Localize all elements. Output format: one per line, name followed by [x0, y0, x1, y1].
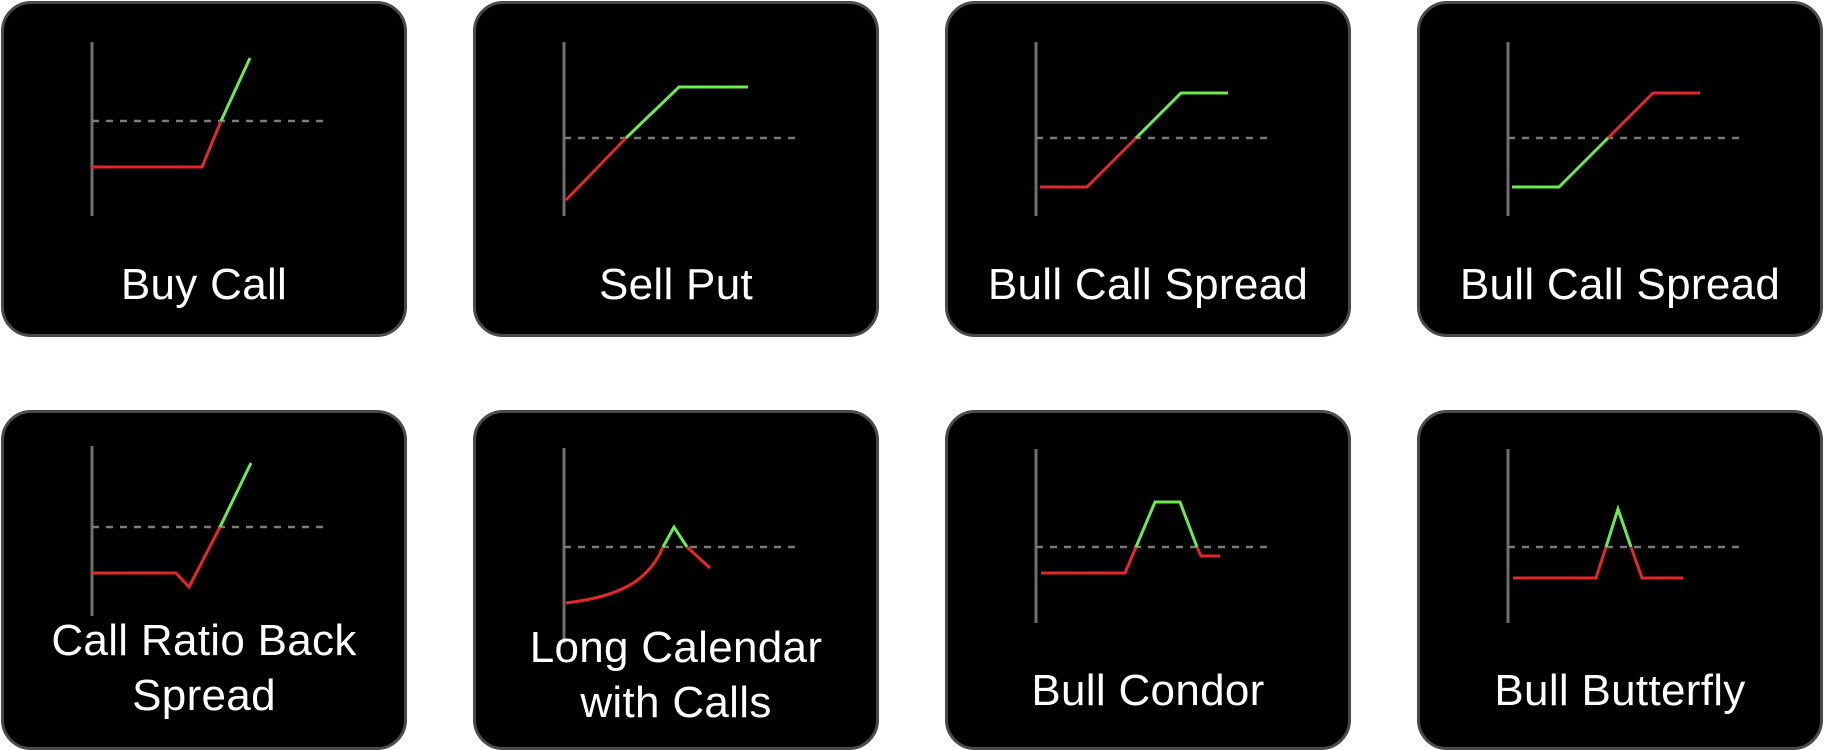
strategy-card-buy-call[interactable]: Buy Call	[1, 1, 407, 337]
strategy-card-long-calendar-with-calls[interactable]: Long Calendar with Calls	[473, 410, 879, 750]
strategy-card-bull-butterfly[interactable]: Bull Butterfly	[1417, 410, 1823, 750]
strategy-card-bull-call-spread[interactable]: Bull Call Spread	[945, 1, 1351, 337]
strategy-label-line-2: Spread	[132, 671, 276, 720]
buy-call-payoff-icon	[90, 42, 329, 216]
strategy-label-line-1: Call Ratio Back	[51, 616, 357, 665]
bull-condor-payoff-icon	[1034, 449, 1273, 623]
strategy-label: Bull Butterfly	[1494, 666, 1746, 715]
strategy-label: Sell Put	[598, 260, 754, 309]
long-calendar-payoff-icon	[562, 448, 801, 643]
strategy-label: Bull Condor	[1031, 666, 1265, 715]
strategy-label: Bull Call Spread	[1459, 260, 1781, 309]
strategy-label-line-2: with Calls	[580, 678, 772, 727]
strategy-card-sell-put[interactable]: Sell Put	[473, 1, 879, 337]
bull-call-spread-alt-payoff-icon	[1506, 42, 1745, 216]
strategy-card-bull-condor[interactable]: Bull Condor	[945, 410, 1351, 750]
strategy-label-line-1: Long Calendar	[529, 623, 823, 672]
bull-call-spread-payoff-icon	[1034, 42, 1273, 216]
sell-put-payoff-icon	[562, 42, 801, 216]
bull-butterfly-payoff-icon	[1506, 449, 1745, 623]
strategy-label: Buy Call	[120, 260, 288, 309]
strategy-label: Bull Call Spread	[987, 260, 1309, 309]
strategy-card-bull-call-spread-2[interactable]: Bull Call Spread	[1417, 1, 1823, 337]
strategy-card-call-ratio-back-spread[interactable]: Call Ratio Back Spread	[1, 410, 407, 750]
call-ratio-back-spread-payoff-icon	[90, 446, 329, 616]
